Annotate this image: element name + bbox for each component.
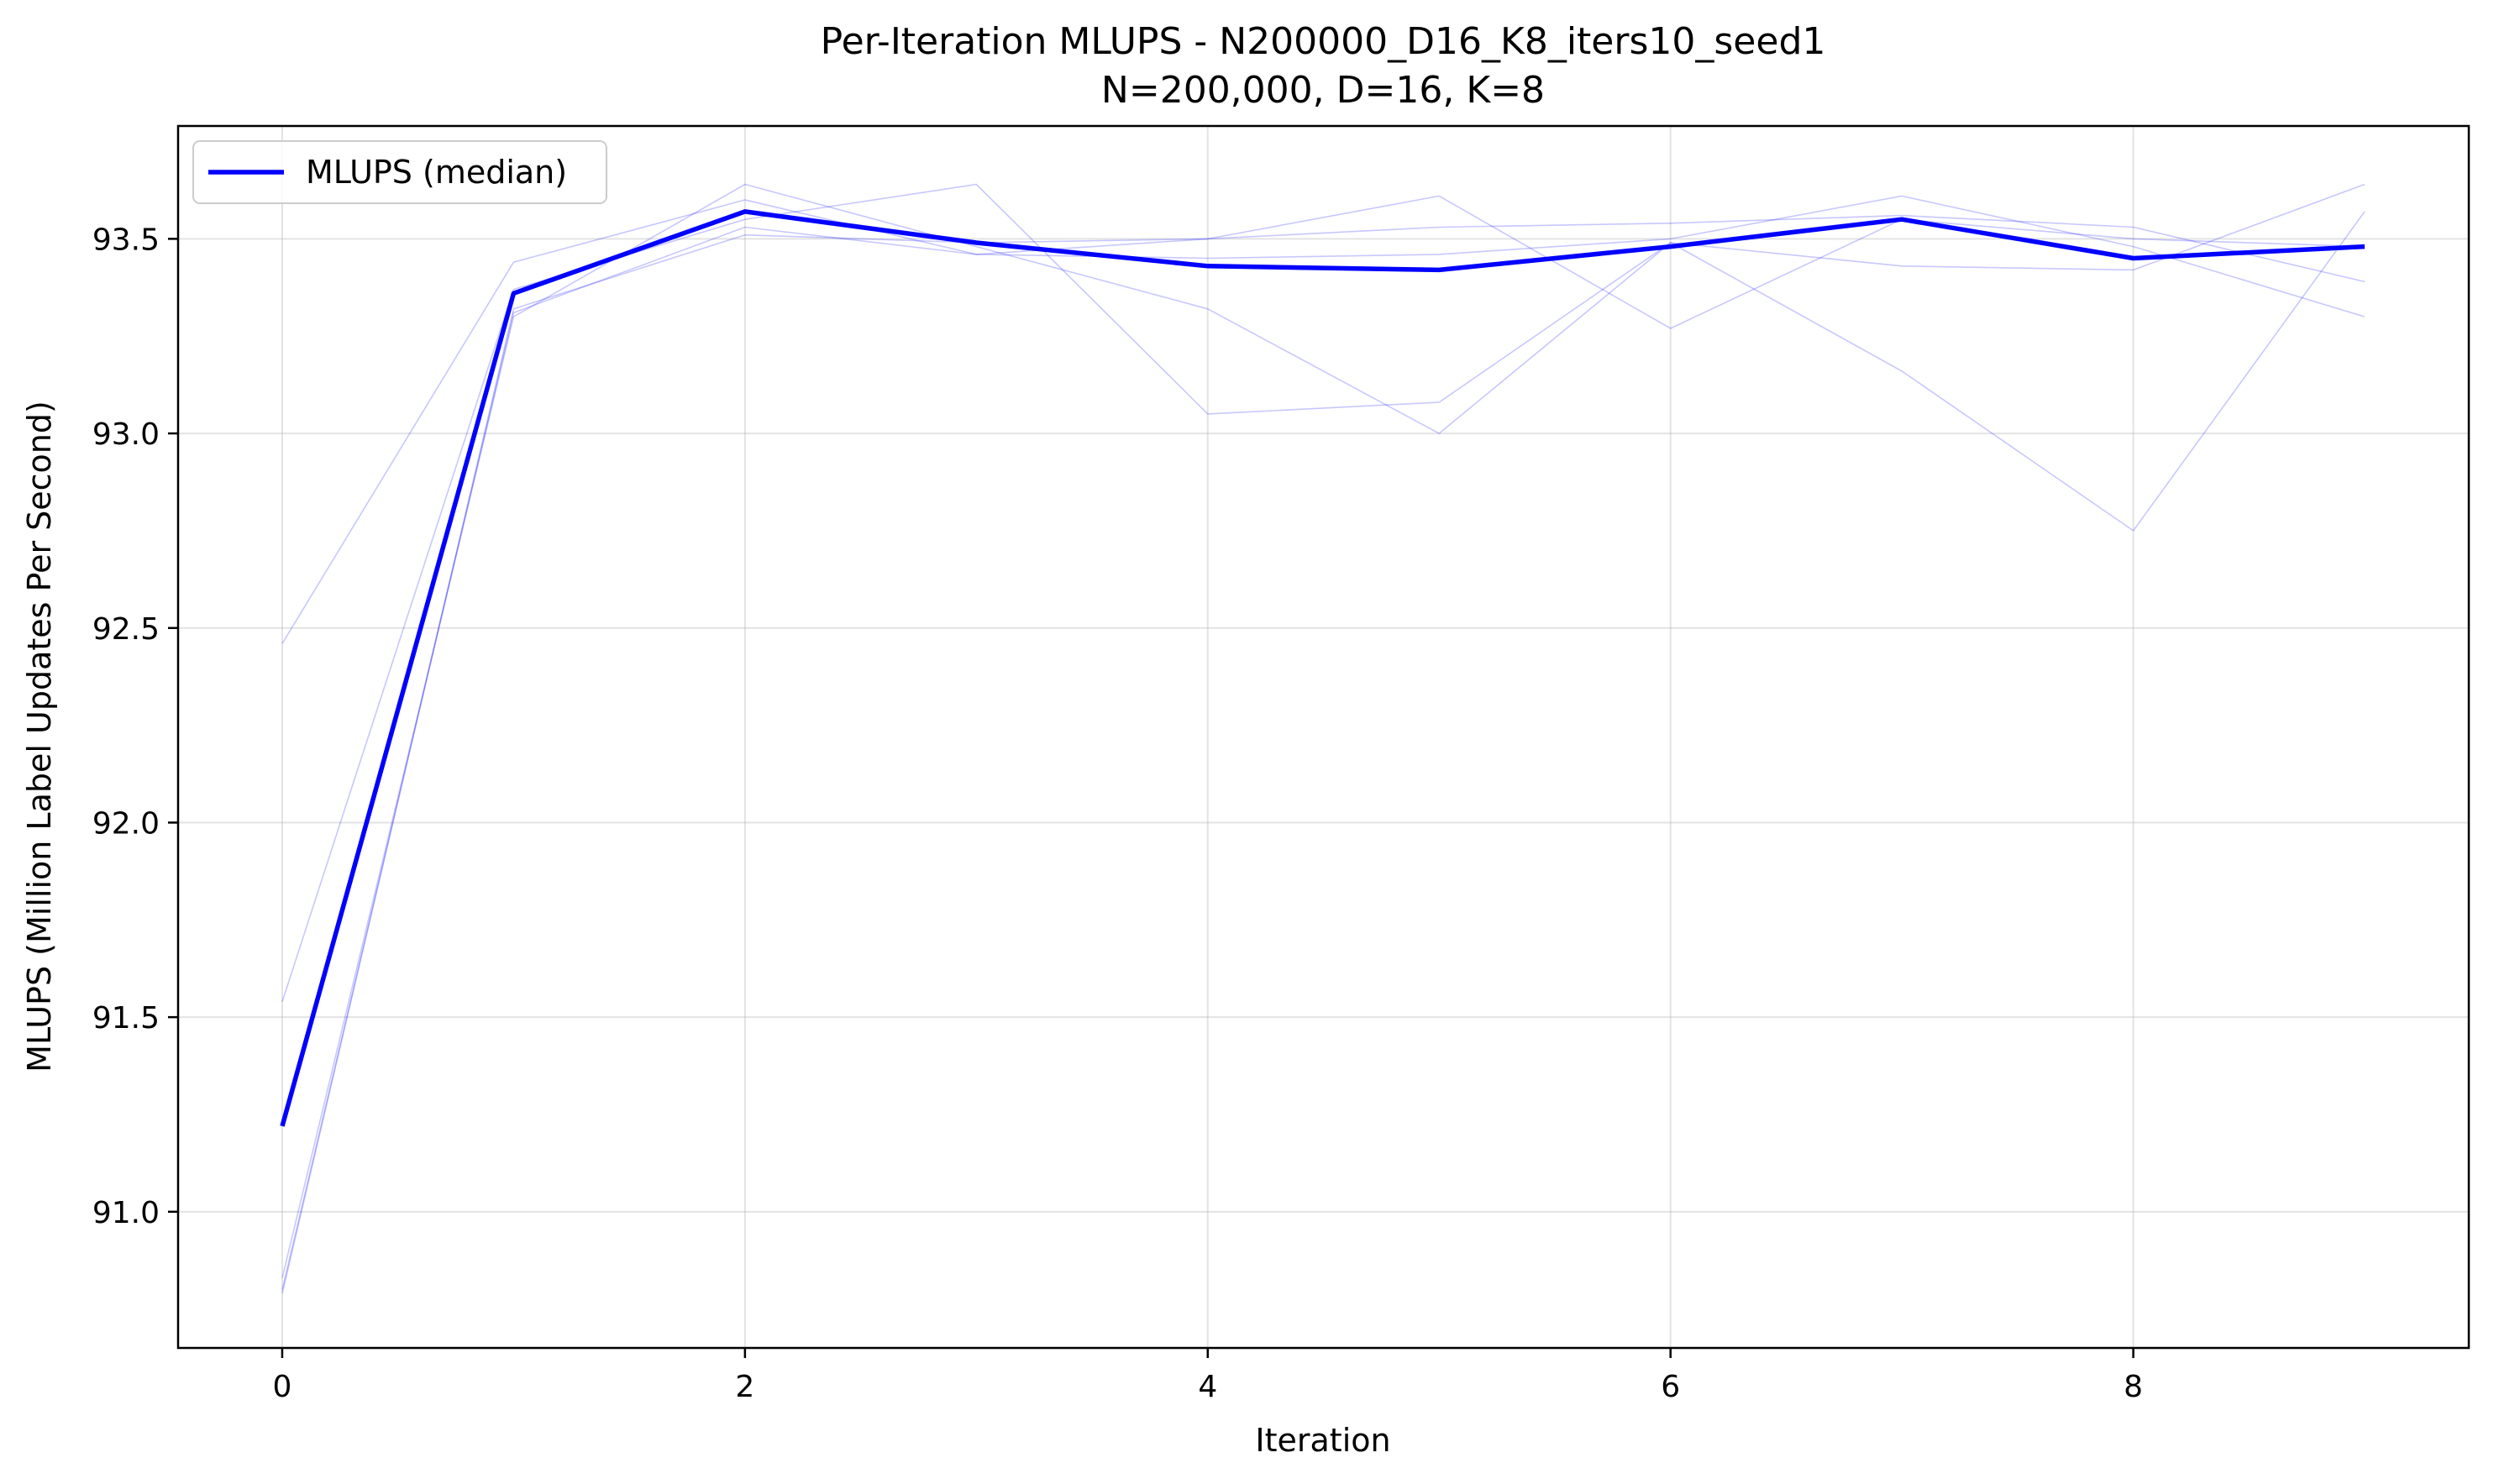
plot-lines [280, 183, 2365, 1294]
x-tick-label: 0 [273, 1370, 292, 1404]
y-tick-label: 93.0 [92, 417, 160, 452]
axis-ticks: 0 2 4 6 8 91.0 91.5 92.0 92.5 93.0 93.5 [92, 223, 2143, 1404]
y-axis-label: MLUPS (Million Label Updates Per Second) [21, 401, 58, 1072]
y-tick-label: 92.0 [92, 806, 160, 841]
chart-subtitle: N=200,000, D=16, K=8 [1101, 69, 1545, 112]
y-tick-label: 91.5 [92, 1001, 160, 1036]
y-tick-label: 91.0 [92, 1196, 160, 1230]
legend: MLUPS (median) [192, 140, 607, 204]
x-tick-label: 8 [2124, 1370, 2143, 1404]
y-tick-label: 92.5 [92, 612, 160, 647]
x-tick-label: 2 [735, 1370, 754, 1404]
legend-label-median: MLUPS (median) [306, 154, 567, 191]
plot-area-frame [176, 124, 2470, 1350]
x-tick-label: 4 [1198, 1370, 1217, 1404]
series-line-run-1 [281, 195, 2365, 644]
legend-box [192, 140, 607, 204]
x-tick-label: 6 [1661, 1370, 1680, 1404]
y-tick-label: 93.5 [92, 223, 160, 257]
chart-title: Per-Iteration MLUPS - N200000_D16_K8_ite… [821, 20, 1826, 63]
grid-lines [178, 126, 2469, 1348]
series-line-run-4 [281, 214, 2365, 1294]
series-line-run-5 [281, 195, 2365, 1290]
x-axis-label: Iteration [1255, 1422, 1390, 1459]
series-line-median [280, 209, 2365, 1127]
